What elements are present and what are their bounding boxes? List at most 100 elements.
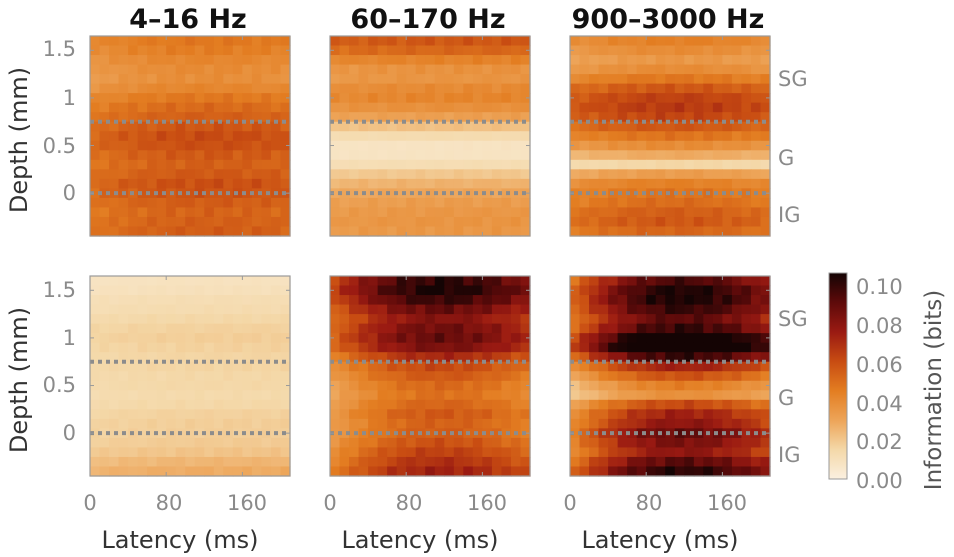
heatmap-cell xyxy=(617,342,628,353)
heatmap-cell xyxy=(99,45,110,56)
heatmap-cell xyxy=(377,371,388,382)
heatmap-cell xyxy=(175,361,186,372)
heatmap-cell xyxy=(128,102,139,113)
heatmap-cell xyxy=(166,226,177,237)
heatmap-cell xyxy=(358,418,369,429)
heatmap-cell xyxy=(472,226,483,237)
heatmap-cell xyxy=(118,333,129,344)
heatmap-cell xyxy=(387,276,398,287)
heatmap-cell xyxy=(453,380,464,391)
heatmap-cell xyxy=(109,45,120,56)
heatmap-cell xyxy=(482,304,493,315)
heatmap-cell xyxy=(491,207,503,218)
heatmap-cell xyxy=(128,131,139,142)
heatmap-cell xyxy=(520,121,531,132)
heatmap-cell xyxy=(147,399,158,410)
heatmap-cell xyxy=(137,304,148,315)
heatmap-cell xyxy=(90,304,101,315)
heatmap-cell xyxy=(194,93,205,104)
heatmap-cell xyxy=(118,74,129,85)
heatmap-cell xyxy=(646,409,657,420)
heatmap-cell xyxy=(520,178,531,189)
heatmap-cell xyxy=(377,390,388,401)
heatmap-cell xyxy=(453,304,464,315)
heatmap-cell xyxy=(213,285,224,296)
heatmap-cell xyxy=(453,169,464,180)
heatmap-cell xyxy=(118,361,129,372)
heatmap-cell xyxy=(330,83,341,94)
heatmap-cell xyxy=(194,447,205,458)
heatmap-cell xyxy=(741,169,752,180)
heatmap-cell xyxy=(750,159,762,170)
heatmap-cell xyxy=(482,45,493,56)
heatmap-cell xyxy=(703,276,714,287)
heatmap-cell xyxy=(396,74,407,85)
heatmap-cell xyxy=(636,447,647,458)
heatmap-cell xyxy=(175,74,186,85)
heatmap-cell xyxy=(722,323,733,334)
heatmap-cell xyxy=(175,314,186,325)
heatmap-cell xyxy=(415,295,426,306)
heatmap-cell xyxy=(118,93,129,104)
heatmap-cell xyxy=(213,207,224,218)
heatmap-cell xyxy=(693,102,704,113)
heatmap-cell xyxy=(491,93,503,104)
heatmap-cell xyxy=(665,150,676,161)
heatmap-cell xyxy=(242,216,253,228)
heatmap-cell xyxy=(444,197,455,209)
heatmap-cell xyxy=(570,352,581,363)
heatmap-cell xyxy=(118,295,129,306)
heatmap-cell xyxy=(674,314,685,325)
heatmap-cell xyxy=(349,140,360,151)
heatmap-cell xyxy=(453,399,464,410)
heatmap-cell xyxy=(137,437,148,449)
heatmap-cell xyxy=(242,140,253,151)
heatmap-cell xyxy=(204,399,215,410)
heatmap-cell xyxy=(712,169,723,180)
heatmap-cell xyxy=(261,112,272,123)
heatmap-cell xyxy=(712,121,723,132)
heatmap-cell xyxy=(665,466,676,477)
heatmap-cell xyxy=(703,409,714,420)
heatmap-cell xyxy=(570,466,581,477)
heatmap-cell xyxy=(750,55,762,66)
heatmap-cell xyxy=(608,207,619,218)
heatmap-cell xyxy=(109,333,120,344)
heatmap-cell xyxy=(425,456,436,468)
heatmap-cell xyxy=(655,276,666,287)
heatmap-cell xyxy=(137,102,148,113)
heatmap-cell xyxy=(703,304,714,315)
heatmap-cell xyxy=(665,178,676,189)
heatmap-cell xyxy=(617,285,628,296)
heatmap-cell xyxy=(270,304,282,315)
heatmap-cell xyxy=(194,409,205,420)
heatmap-cell xyxy=(482,428,493,439)
heatmap-cell xyxy=(242,466,253,477)
heatmap-cell xyxy=(185,371,196,382)
heatmap-cell xyxy=(251,74,263,85)
heatmap-cell xyxy=(396,178,407,189)
heatmap-cell xyxy=(579,188,590,199)
heatmap-cell xyxy=(491,437,503,449)
heatmap-cell xyxy=(570,399,581,410)
y-tick-bottom-1.5: 1.5 xyxy=(43,278,76,302)
heatmap-cell xyxy=(261,333,272,344)
heatmap-cell xyxy=(261,399,272,410)
heatmap-cell xyxy=(703,371,714,382)
heatmap-cell xyxy=(617,150,628,161)
heatmap-cell xyxy=(415,352,426,363)
heatmap-cell xyxy=(482,150,493,161)
heatmap-cell xyxy=(520,371,531,382)
heatmap-cell xyxy=(175,102,186,113)
heatmap-cell xyxy=(636,131,647,142)
heatmap-cell xyxy=(339,333,350,344)
heatmap-cell xyxy=(90,456,101,468)
heatmap-cell xyxy=(598,399,609,410)
heatmap-cell xyxy=(598,390,609,401)
heatmap-cell xyxy=(741,276,752,287)
heatmap-cell xyxy=(406,74,417,85)
heatmap-cell xyxy=(598,159,609,170)
heatmap-cell xyxy=(712,226,723,237)
heatmap-cell xyxy=(185,323,196,334)
heatmap-cell xyxy=(608,304,619,315)
